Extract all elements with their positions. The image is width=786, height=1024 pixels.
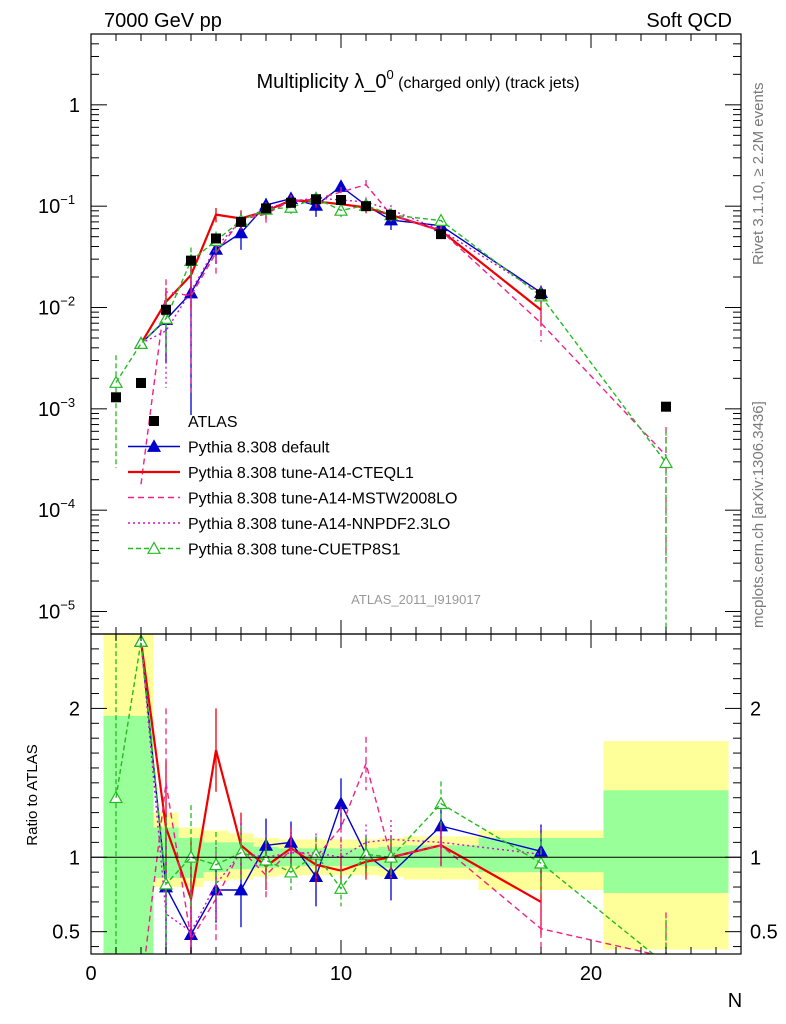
legend-label: Pythia 8.308 tune-A14-MSTW2008LO: [188, 491, 457, 508]
y-main-tick-label: 1: [69, 95, 80, 117]
atlas-data-point: [111, 392, 121, 403]
atlas-data-point: [136, 377, 146, 388]
rivet-label: Rivet 3.1.10, ≥ 2.2M events: [750, 83, 767, 266]
series-4-main-marker: [133, 336, 149, 349]
atlas-data-point: [186, 255, 196, 266]
y-main-tick-exp: −2: [60, 294, 75, 309]
y-main-tick-label: 10−3: [38, 395, 75, 421]
ratio-panel-series: [108, 634, 672, 969]
y-ratio-tick-label-left: 0.5: [52, 922, 80, 944]
atlas-data-point: [661, 401, 671, 412]
y-main-tick-base: 10: [38, 298, 60, 320]
atlas-data-point: [311, 194, 321, 205]
x-tick-label: 0: [85, 963, 96, 985]
series-3-main-line: [140, 197, 542, 345]
series-1-main-line: [140, 199, 542, 345]
atlas-data-point: [161, 304, 171, 315]
legend-marker: [146, 439, 162, 452]
y-ratio-tick-label-left: 1: [69, 847, 80, 869]
legend-label: Pythia 8.308 tune-CUETP8S1: [188, 542, 401, 559]
series-4-ratio-marker: [358, 847, 374, 860]
atlas-data-point: [536, 289, 546, 300]
y-main-tick-exp: −3: [60, 395, 75, 410]
ratio-uncertainty-bands: [103, 634, 729, 954]
y-ratio-tick-label-right: 1: [750, 847, 761, 869]
series-4-ratio-line: [115, 641, 655, 954]
analysis-id: ATLAS_2011_I919017: [351, 592, 481, 607]
atlas-data-point: [336, 195, 346, 206]
series-2-ratio-line: [144, 761, 657, 954]
atlas-data-point: [361, 201, 371, 212]
x-tick-label: 20: [580, 963, 602, 985]
y-ratio-tick-label-left: 2: [69, 698, 80, 720]
series-4-main-marker: [658, 455, 674, 469]
chart-title-main: Multiplicity λ_0: [256, 71, 386, 93]
legend-marker-atlas: [149, 416, 159, 426]
main-panel-series: [108, 179, 674, 634]
atlas-data-point: [286, 197, 296, 208]
legend: ATLAS Pythia 8.308 default Pythia 8.308 tu…: [128, 414, 457, 559]
legend-label: Pythia 8.308 tune-A14-NNPDF2.3LO: [188, 516, 450, 533]
y-main-tick-exp: −4: [60, 496, 75, 511]
y-main-tick-base: 10: [38, 399, 60, 421]
y-main-tick-base: 10: [38, 602, 60, 624]
atlas-data-point: [436, 229, 446, 240]
x-tick-label: 10: [330, 963, 352, 985]
y-ratio-tick-label-right: 0.5: [750, 922, 778, 944]
atlas-data-point: [211, 233, 221, 244]
y-main-tick-label: 10−4: [38, 496, 75, 522]
header-right: Soft QCD: [646, 10, 732, 32]
chart-title-tail: (charged only) (track jets): [394, 75, 580, 92]
mcplots-label: mcplots.cern.ch [arXiv:1306.3436]: [750, 401, 767, 628]
y-main-tick-base: 10: [38, 500, 60, 522]
x-axis-label: N: [728, 990, 742, 1012]
atlas-data-point: [386, 209, 396, 220]
legend-label: Pythia 8.308 tune-A14-CTEQL1: [188, 465, 414, 482]
ratio-band-inner: [128, 715, 154, 954]
ratio-axis-label: Ratio to ATLAS: [24, 744, 41, 845]
y-main-tick-label: 10−1: [38, 192, 75, 218]
legend-marker: [146, 541, 162, 554]
header-left: 7000 GeV pp: [104, 10, 222, 32]
y-ratio-tick-label-right: 2: [750, 698, 761, 720]
series-2-main-line: [140, 183, 667, 485]
y-main-tick-exp: −1: [60, 192, 75, 207]
y-main-tick-base: 10: [38, 196, 60, 218]
y-main-tick-exp: −5: [60, 598, 75, 613]
y-main-tick-label: 10−2: [38, 294, 75, 320]
legend-label: Pythia 8.308 default: [188, 440, 330, 457]
chart-title: Multiplicity λ_00 (charged only) (track …: [256, 67, 579, 93]
y-main-tick-label: 10−5: [38, 598, 75, 624]
atlas-data-point: [236, 216, 246, 227]
atlas-data-point: [261, 203, 271, 214]
legend-label: ATLAS: [188, 414, 238, 431]
ratio-band-inner: [603, 790, 729, 893]
series-4-main-line: [115, 197, 667, 464]
chart-title-sup: 0: [386, 67, 393, 82]
series-4-ratio-marker: [183, 850, 199, 863]
series-4-ratio-marker: [660, 958, 672, 969]
